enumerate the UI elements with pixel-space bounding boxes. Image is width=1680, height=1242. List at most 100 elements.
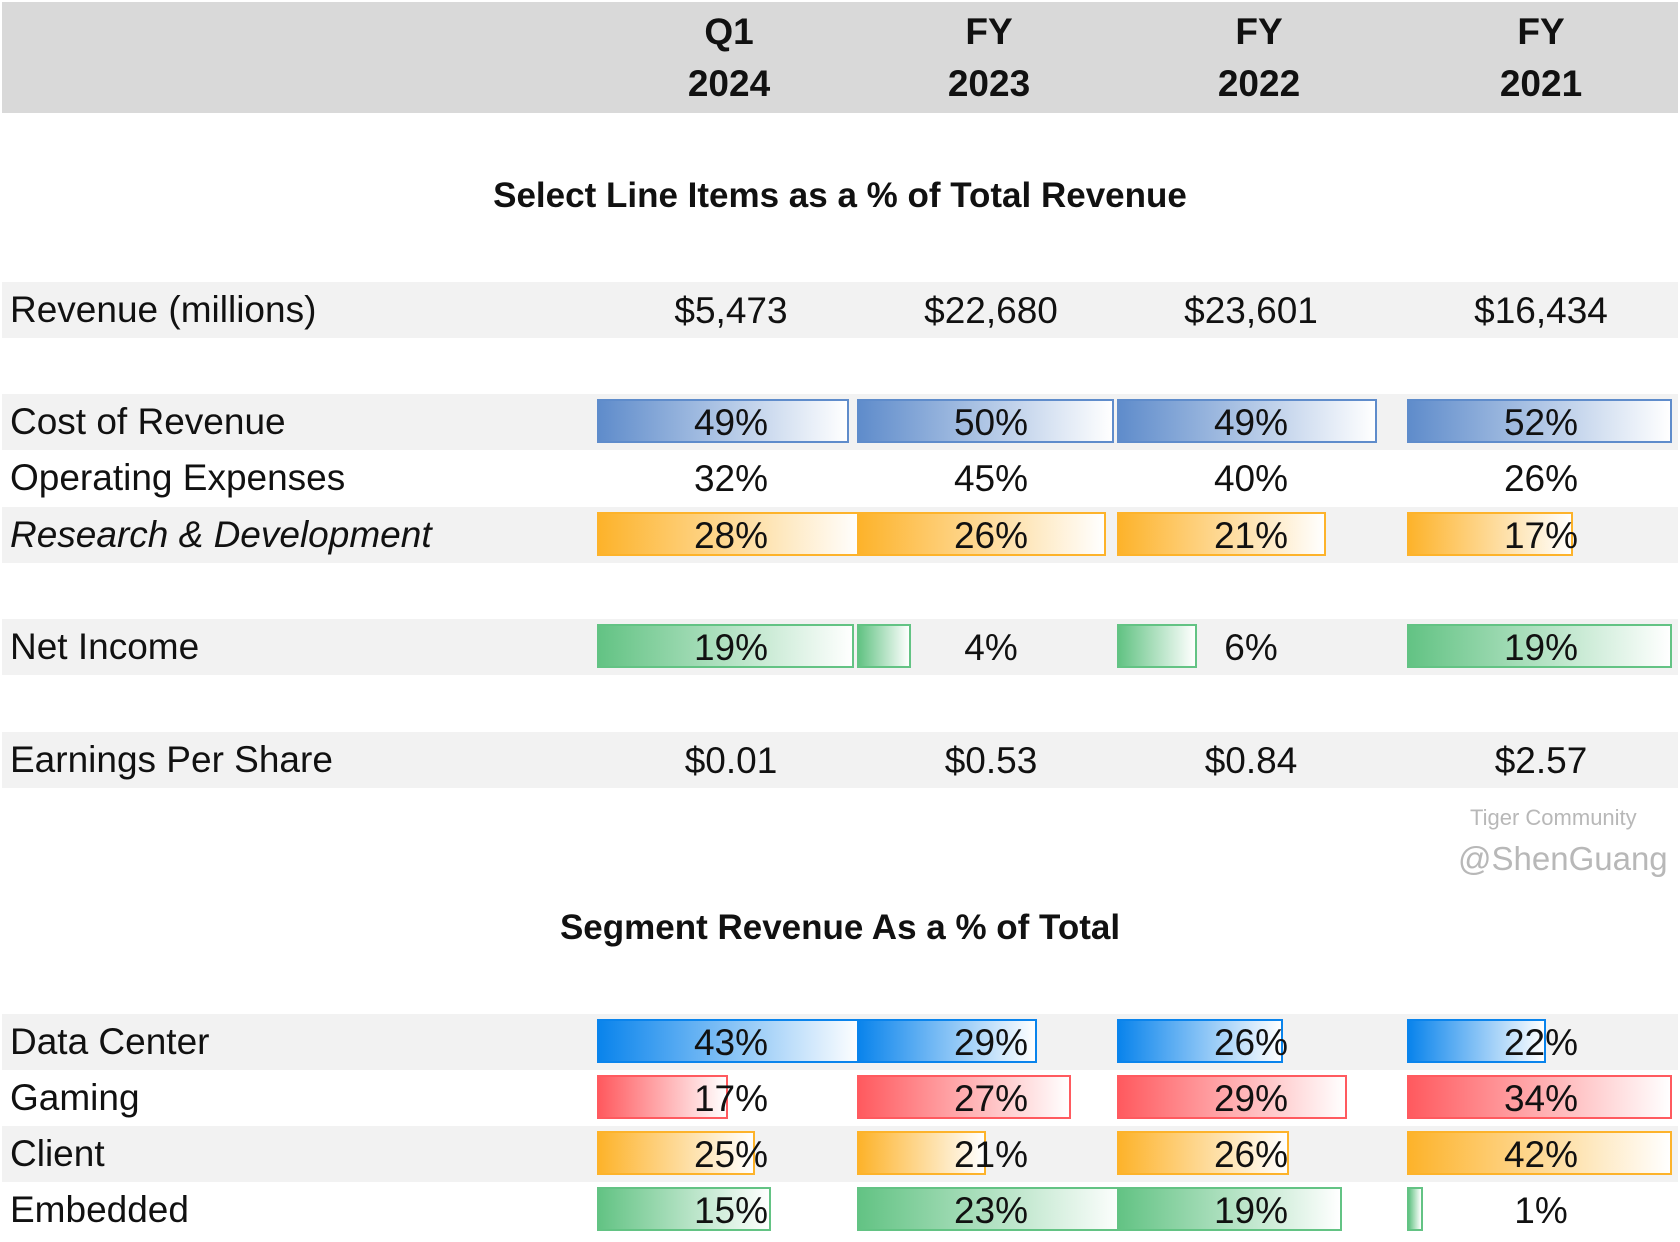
cell-rd: 17% <box>1407 507 1675 563</box>
cell-embedded: 15% <box>597 1182 865 1238</box>
data-bar <box>1117 512 1327 556</box>
cell-value: 49% <box>1213 402 1289 443</box>
column-header-line2: 2021 <box>1499 63 1583 104</box>
cell-value: $23,601 <box>1184 290 1318 331</box>
cell-revenue: $16,434 <box>1407 282 1675 338</box>
data-bar <box>597 512 863 556</box>
cell-embedded: 19% <box>1117 1182 1385 1238</box>
row-label: Embedded <box>10 1189 189 1230</box>
cell-value: 6% <box>1224 627 1278 668</box>
cell-value: $2.57 <box>1494 740 1588 781</box>
column-header-q1-2024: Q1 2024 <box>595 6 863 110</box>
cell-value: 42% <box>1503 1134 1579 1175</box>
cell-value: 32% <box>693 458 769 499</box>
data-bar <box>1407 624 1673 668</box>
cell-value: 19% <box>1503 627 1579 668</box>
cell-value: 4% <box>964 627 1018 668</box>
cell-value: $0.01 <box>684 740 778 781</box>
cell-opex: 26% <box>1407 450 1675 506</box>
cell-value: 50% <box>953 402 1029 443</box>
cell-revenue: $22,680 <box>857 282 1125 338</box>
cell-data-center: 43% <box>597 1014 865 1070</box>
cell-opex: 32% <box>597 450 865 506</box>
cell-value: 40% <box>1213 458 1289 499</box>
data-bar <box>597 1187 772 1231</box>
column-header-line1: FY <box>965 11 1013 52</box>
data-bar <box>1117 1131 1289 1175</box>
data-bar <box>1407 399 1673 443</box>
data-bar <box>857 1131 986 1175</box>
cell-net-income: 4% <box>857 619 1125 675</box>
data-bar <box>857 1187 1125 1231</box>
cell-value: 49% <box>693 402 769 443</box>
column-header-band: Q1 2024 FY 2023 FY 2022 FY 2021 <box>2 2 1678 113</box>
cell-net-income: 19% <box>1407 619 1675 675</box>
cell-value: 19% <box>1213 1190 1289 1231</box>
row-label: Cost of Revenue <box>10 401 286 442</box>
column-header-fy-2022: FY 2022 <box>1125 6 1393 110</box>
row-label: Revenue (millions) <box>10 289 317 330</box>
data-bar <box>597 1131 756 1175</box>
section-title-line-items: Select Line Items as a % of Total Revenu… <box>493 176 1187 215</box>
column-header-line1: FY <box>1517 11 1565 52</box>
row-revenue: Revenue (millions) $5,473 $22,680 $23,601 $1… <box>2 282 1678 338</box>
cell-cost: 49% <box>1117 394 1385 450</box>
cell-value: 28% <box>693 515 769 556</box>
data-bar <box>1117 624 1198 668</box>
data-bar <box>857 399 1115 443</box>
row-client: Client 25% 21% 26% 42% <box>2 1126 1678 1182</box>
cell-value: 1% <box>1514 1190 1568 1231</box>
cell-value: 21% <box>953 1134 1029 1175</box>
cell-revenue: $5,473 <box>597 282 865 338</box>
cell-embedded: 23% <box>857 1182 1125 1238</box>
cell-eps: $0.84 <box>1117 732 1385 788</box>
cell-value: 26% <box>1503 458 1579 499</box>
data-bar <box>857 624 911 668</box>
row-label: Client <box>10 1133 105 1174</box>
section-title-segment-revenue: Segment Revenue As a % of Total <box>559 908 1121 947</box>
cell-value: 27% <box>953 1078 1029 1119</box>
cell-net-income: 19% <box>597 619 865 675</box>
cell-value: $22,680 <box>924 290 1058 331</box>
row-opex: Operating Expenses 32% 45% 40% 26% <box>2 450 1678 506</box>
cell-value: 23% <box>953 1190 1029 1231</box>
data-bar <box>857 1075 1072 1119</box>
cell-value: $0.84 <box>1204 740 1298 781</box>
cell-rd: 28% <box>597 507 865 563</box>
cell-eps: $2.57 <box>1407 732 1675 788</box>
column-header-fy-2021: FY 2021 <box>1407 6 1675 110</box>
cell-value: 19% <box>693 627 769 668</box>
cell-rd: 21% <box>1117 507 1385 563</box>
data-bar <box>1407 1075 1673 1119</box>
data-bar <box>597 1075 729 1119</box>
row-label: Data Center <box>10 1021 210 1062</box>
row-net-income: Net Income 19% 4% 6% 19% <box>2 619 1678 675</box>
cell-value: 21% <box>1213 515 1289 556</box>
column-header-line1: FY <box>1235 11 1283 52</box>
data-bar <box>1117 399 1377 443</box>
column-header-fy-2023: FY 2023 <box>855 6 1123 110</box>
row-label: Net Income <box>10 626 200 667</box>
row-label: Research & Development <box>10 514 432 555</box>
row-cost: Cost of Revenue 49% 50% 49% 52% <box>2 394 1678 450</box>
cell-value: 17% <box>693 1078 769 1119</box>
cell-value: $5,473 <box>674 290 788 331</box>
cell-client: 25% <box>597 1126 865 1182</box>
row-label: Gaming <box>10 1077 140 1118</box>
cell-value: 29% <box>953 1022 1029 1063</box>
data-bar <box>1117 1019 1284 1063</box>
cell-cost: 50% <box>857 394 1125 450</box>
cell-value: 29% <box>1213 1078 1289 1119</box>
row-data-center: Data Center 43% 29% 26% 22% <box>2 1014 1678 1070</box>
cell-opex: 40% <box>1117 450 1385 506</box>
cell-value: $0.53 <box>944 740 1038 781</box>
cell-gaming: 27% <box>857 1070 1125 1126</box>
cell-net-income: 6% <box>1117 619 1385 675</box>
cell-cost: 49% <box>597 394 865 450</box>
cell-embedded: 1% <box>1407 1182 1675 1238</box>
column-header-line2: 2023 <box>947 63 1031 104</box>
cell-client: 21% <box>857 1126 1125 1182</box>
cell-gaming: 17% <box>597 1070 865 1126</box>
cell-value: 34% <box>1503 1078 1579 1119</box>
cell-value: 52% <box>1503 402 1579 443</box>
